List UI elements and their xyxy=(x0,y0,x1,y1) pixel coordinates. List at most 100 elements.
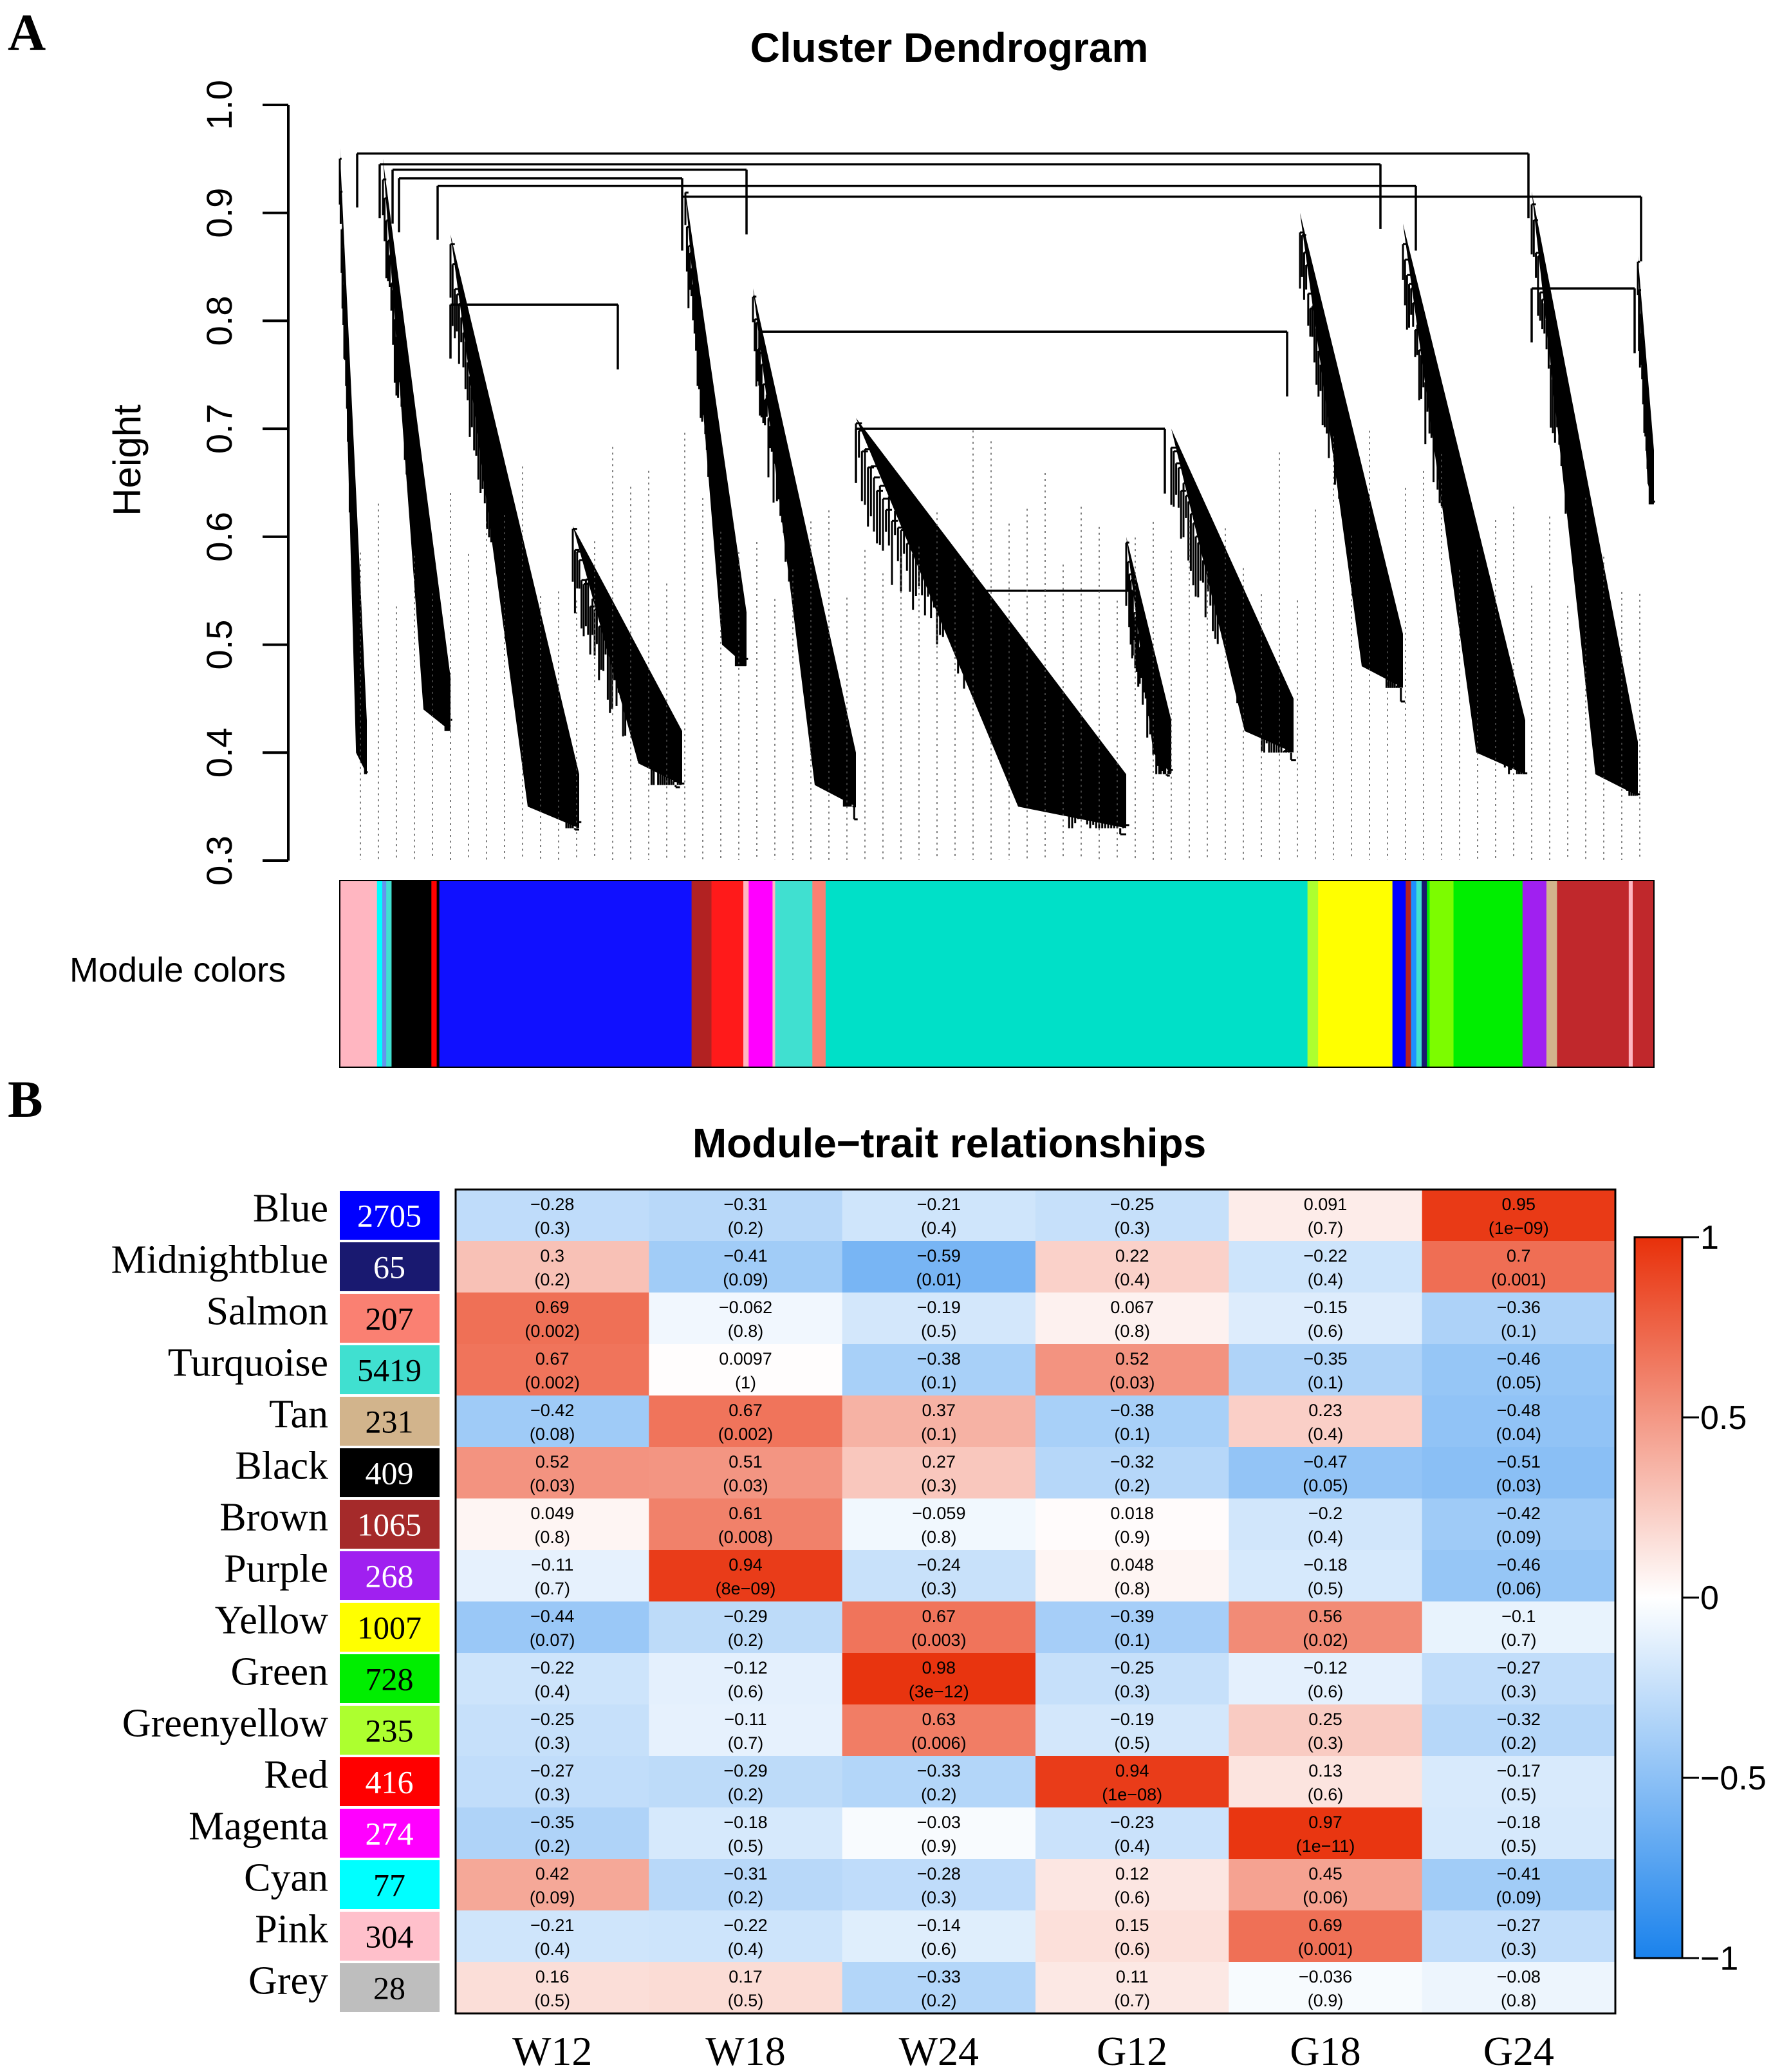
module-color-band xyxy=(1406,881,1412,1067)
cell-p-value: (0.2) xyxy=(921,1785,957,1804)
cell-correlation: 0.018 xyxy=(1110,1504,1154,1523)
heatmap-cell xyxy=(1422,1807,1616,1860)
module-size: 65 xyxy=(373,1249,405,1285)
cell-correlation: 0.7 xyxy=(1507,1246,1531,1265)
module-row-labels: 2705 Blue 65 Midnightblue 207 Salmon 5419 Turqu… xyxy=(111,1187,440,2012)
heatmap-cell xyxy=(1035,1344,1229,1396)
cell-correlation: −0.33 xyxy=(917,1761,961,1780)
module-name: Yellow xyxy=(215,1599,329,1643)
cell-correlation: −0.33 xyxy=(917,1967,961,1986)
cell-p-value: (0.1) xyxy=(1114,1424,1150,1444)
cell-p-value: (0.006) xyxy=(911,1733,967,1753)
heatmap-cell xyxy=(456,1704,649,1757)
cell-correlation: −0.32 xyxy=(1497,1710,1541,1729)
trait-label: G12 xyxy=(1097,2028,1167,2072)
heatmap-cell xyxy=(649,1807,843,1860)
cell-p-value: (0.4) xyxy=(1308,1424,1344,1444)
module-name: Greenyellow xyxy=(122,1702,328,1746)
cell-p-value: (0.6) xyxy=(921,1939,957,1959)
cell-p-value: (1e−11) xyxy=(1296,1836,1355,1856)
heatmap-cell xyxy=(842,1190,1036,1242)
cell-correlation: 0.11 xyxy=(1116,1967,1149,1986)
module-swatch xyxy=(340,1654,440,1703)
heatmap-cell xyxy=(1422,1344,1616,1396)
cell-correlation: 0.51 xyxy=(729,1452,763,1471)
cell-correlation: −0.19 xyxy=(917,1298,961,1317)
trait-label: G24 xyxy=(1483,2028,1554,2072)
cell-correlation: −0.11 xyxy=(724,1710,766,1729)
cell-correlation: −0.46 xyxy=(1497,1555,1541,1574)
heatmap-cell xyxy=(649,1756,843,1808)
cell-p-value: (0.8) xyxy=(921,1527,957,1547)
cell-p-value: (0.6) xyxy=(1114,1939,1150,1959)
heatmap-cell xyxy=(649,1910,843,1963)
module-swatch xyxy=(340,1448,440,1497)
heatmap-cell xyxy=(1229,1962,1423,2014)
module-color-band xyxy=(748,881,774,1067)
heatmap-cell xyxy=(842,1859,1036,1911)
heatmap-cell xyxy=(456,1653,649,1705)
module-swatch xyxy=(340,1963,440,2012)
cell-p-value: (0.07) xyxy=(530,1630,575,1650)
cell-p-value: (0.8) xyxy=(728,1321,764,1341)
cell-p-value: (0.008) xyxy=(718,1527,774,1547)
cell-correlation: −0.059 xyxy=(912,1504,965,1523)
cell-correlation: 0.69 xyxy=(1308,1916,1342,1935)
cell-p-value: (0.4) xyxy=(728,1939,764,1959)
cell-p-value: (0.6) xyxy=(1308,1321,1344,1341)
dendrogram-leaf-mass xyxy=(856,418,1126,828)
cell-correlation: −0.25 xyxy=(1110,1195,1154,1214)
module-color-band xyxy=(376,881,383,1067)
cell-p-value: (0.3) xyxy=(921,1888,957,1907)
cell-p-value: (0.1) xyxy=(1308,1373,1344,1392)
heatmap-cell xyxy=(456,1601,649,1654)
cell-p-value: (0.7) xyxy=(1308,1218,1344,1238)
heatmap-cell xyxy=(1035,1395,1229,1448)
dendrogram-cluster xyxy=(449,234,582,831)
colorbar-ticks: 1 0.5 0 −0.5 −1 xyxy=(1682,1219,1767,1977)
cell-p-value: (0.8) xyxy=(1114,1321,1150,1341)
heatmap-cell xyxy=(842,1498,1036,1551)
y-tick-label: 0.5 xyxy=(199,620,239,670)
cell-p-value: (0.3) xyxy=(1501,1939,1537,1959)
cell-correlation: 0.63 xyxy=(922,1710,956,1729)
y-axis-ticks: 0.3 0.4 0.5 0.6 0.7 0.8 0.9 1.0 xyxy=(199,80,288,886)
dendrogram-leaf-mass xyxy=(383,158,450,731)
heatmap-cell xyxy=(842,1653,1036,1705)
module-swatch xyxy=(340,1757,440,1806)
colorbar-tick-label: 0.5 xyxy=(1700,1399,1747,1437)
cell-correlation: −0.41 xyxy=(1497,1864,1541,1883)
heatmap-cell xyxy=(842,1344,1036,1396)
heatmap-cell xyxy=(842,1910,1036,1963)
heatmap-cell xyxy=(842,1550,1036,1602)
cell-p-value: (0.5) xyxy=(728,1991,764,2010)
cell-correlation: −0.48 xyxy=(1497,1401,1541,1420)
heatmap-cell xyxy=(1229,1190,1423,1242)
cell-p-value: (0.2) xyxy=(534,1270,570,1289)
cell-correlation: −0.23 xyxy=(1110,1813,1154,1832)
heatmap-cell xyxy=(842,1293,1036,1345)
cell-correlation: 0.42 xyxy=(535,1864,570,1883)
cell-correlation: −0.31 xyxy=(723,1864,767,1883)
cell-correlation: −0.14 xyxy=(917,1916,961,1935)
module-color-band xyxy=(436,881,440,1067)
cell-p-value: (0.03) xyxy=(723,1476,768,1495)
cell-p-value: (0.001) xyxy=(1491,1270,1546,1289)
module-name: Purple xyxy=(224,1547,328,1591)
cell-p-value: (0.3) xyxy=(1114,1218,1150,1238)
module-color-band xyxy=(340,881,378,1067)
cell-p-value: (0.9) xyxy=(921,1836,957,1856)
cell-p-value: (0.2) xyxy=(1501,1733,1537,1753)
cell-correlation: 0.16 xyxy=(535,1967,570,1986)
heatmap-cell xyxy=(1422,1498,1616,1551)
cell-p-value: (0.4) xyxy=(534,1939,570,1959)
cell-p-value: (1) xyxy=(735,1373,756,1392)
module-swatch xyxy=(340,1860,440,1909)
trait-label: G18 xyxy=(1290,2028,1360,2072)
cell-correlation: 0.52 xyxy=(1115,1349,1149,1368)
module-size: 5419 xyxy=(357,1352,422,1388)
cell-p-value: (8e−09) xyxy=(716,1579,776,1598)
cell-correlation: −0.036 xyxy=(1299,1967,1352,1986)
colorbar: 1 0.5 0 −0.5 −1 xyxy=(1633,1219,1767,1977)
cell-correlation: −0.35 xyxy=(530,1813,574,1832)
